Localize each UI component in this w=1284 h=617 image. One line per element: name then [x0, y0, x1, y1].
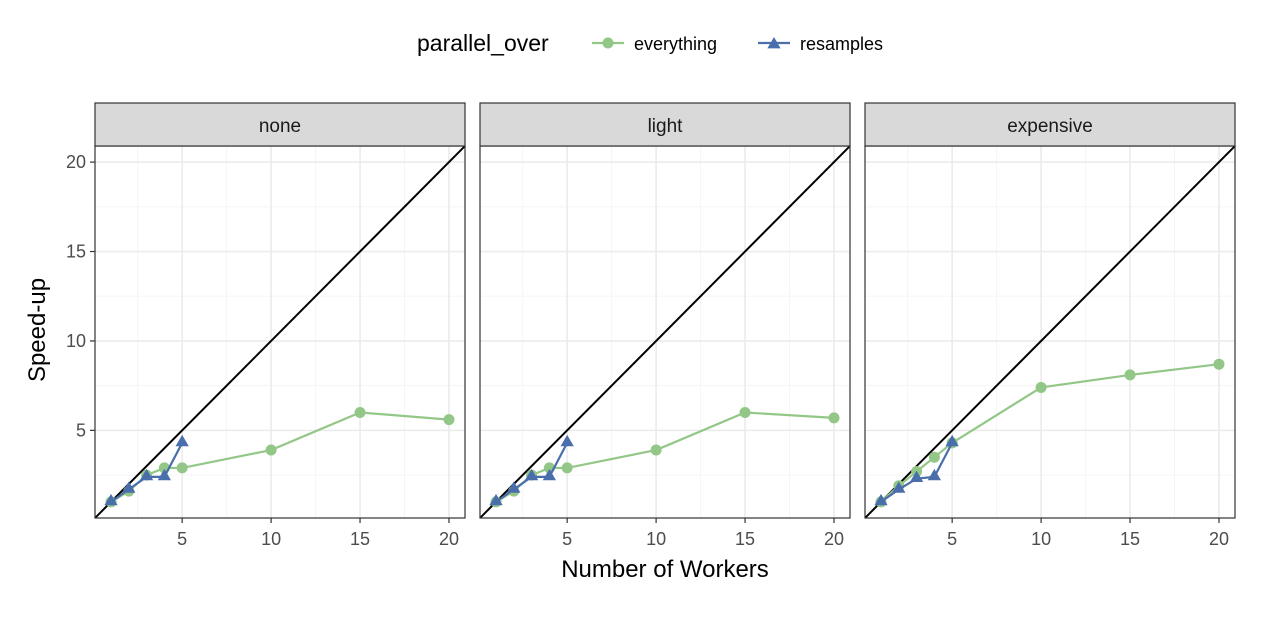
data-point-everything — [561, 462, 573, 474]
legend-label: resamples — [800, 34, 883, 54]
x-tick-label: 5 — [947, 529, 957, 549]
facet-strip — [479, 102, 851, 147]
x-tick-label: 5 — [177, 529, 187, 549]
facet-panels: none 5 10 15 20 5 10 15 20 light 5 10 15 20 expensive 5… — [66, 102, 1236, 549]
data-point-resamples — [542, 468, 557, 481]
data-point-resamples — [507, 481, 521, 493]
x-axis-label: Number of Workers — [561, 556, 769, 583]
data-point-resamples — [489, 493, 503, 506]
data-point-everything — [443, 414, 455, 426]
data-point-everything — [1124, 369, 1136, 381]
data-point-resamples — [909, 470, 924, 482]
legend-key-circle — [602, 37, 614, 49]
data-point-resamples — [927, 468, 942, 481]
x-tick-label: 15 — [350, 529, 370, 549]
data-point-everything — [354, 406, 366, 418]
data-point-resamples — [157, 468, 172, 481]
data-point-resamples — [560, 434, 574, 447]
data-point-everything — [650, 444, 662, 456]
reference-line — [480, 146, 850, 518]
data-point-resamples — [139, 468, 154, 481]
data-point-everything — [1035, 381, 1047, 393]
data-point-everything — [1213, 358, 1225, 370]
data-point-resamples — [874, 493, 888, 506]
y-axis-label: Speed-up — [24, 278, 51, 382]
y-tick-label: 10 — [66, 331, 86, 351]
facet-strip — [94, 102, 466, 147]
data-point-resamples — [945, 434, 959, 447]
panel-none: none 5 10 15 20 5 10 15 20 — [66, 102, 466, 549]
y-tick-label: 15 — [66, 242, 86, 262]
x-tick-label: 10 — [1031, 529, 1051, 549]
data-point-resamples — [524, 468, 539, 481]
data-point-everything — [265, 444, 277, 456]
x-tick-label: 10 — [261, 529, 281, 549]
x-tick-label: 20 — [824, 529, 844, 549]
legend-key-triangle — [767, 37, 781, 49]
series-line-everything — [495, 411, 835, 503]
data-point-everything — [828, 412, 840, 424]
data-point-everything — [176, 462, 188, 474]
x-tick-label: 20 — [1209, 529, 1229, 549]
panel-expensive: expensive 5 10 15 20 — [864, 102, 1236, 549]
data-point-resamples — [122, 481, 136, 493]
facet-strip-label: none — [259, 116, 301, 137]
facet-strip-label: light — [648, 116, 684, 137]
facet-strip-label: expensive — [1007, 116, 1093, 137]
facet-strip — [864, 102, 1236, 147]
x-tick-label: 15 — [735, 529, 755, 549]
data-point-resamples — [104, 493, 118, 506]
legend: parallel_over everything resamples — [417, 30, 883, 56]
series-line-everything — [880, 363, 1220, 503]
data-point-everything — [739, 406, 751, 418]
reference-line — [95, 146, 465, 518]
y-tick-label: 5 — [76, 420, 86, 440]
panel-light: light 5 10 15 20 — [479, 102, 851, 549]
series-line-everything — [110, 411, 450, 503]
x-tick-label: 15 — [1120, 529, 1140, 549]
reference-line — [865, 146, 1235, 518]
data-point-resamples — [175, 434, 189, 447]
x-tick-label: 20 — [439, 529, 459, 549]
data-point-resamples — [892, 481, 906, 493]
legend-label: everything — [634, 34, 717, 54]
x-tick-label: 10 — [646, 529, 666, 549]
x-tick-label: 5 — [562, 529, 572, 549]
y-tick-label: 20 — [66, 152, 86, 172]
legend-title: parallel_over — [417, 30, 549, 56]
data-point-everything — [928, 451, 940, 463]
